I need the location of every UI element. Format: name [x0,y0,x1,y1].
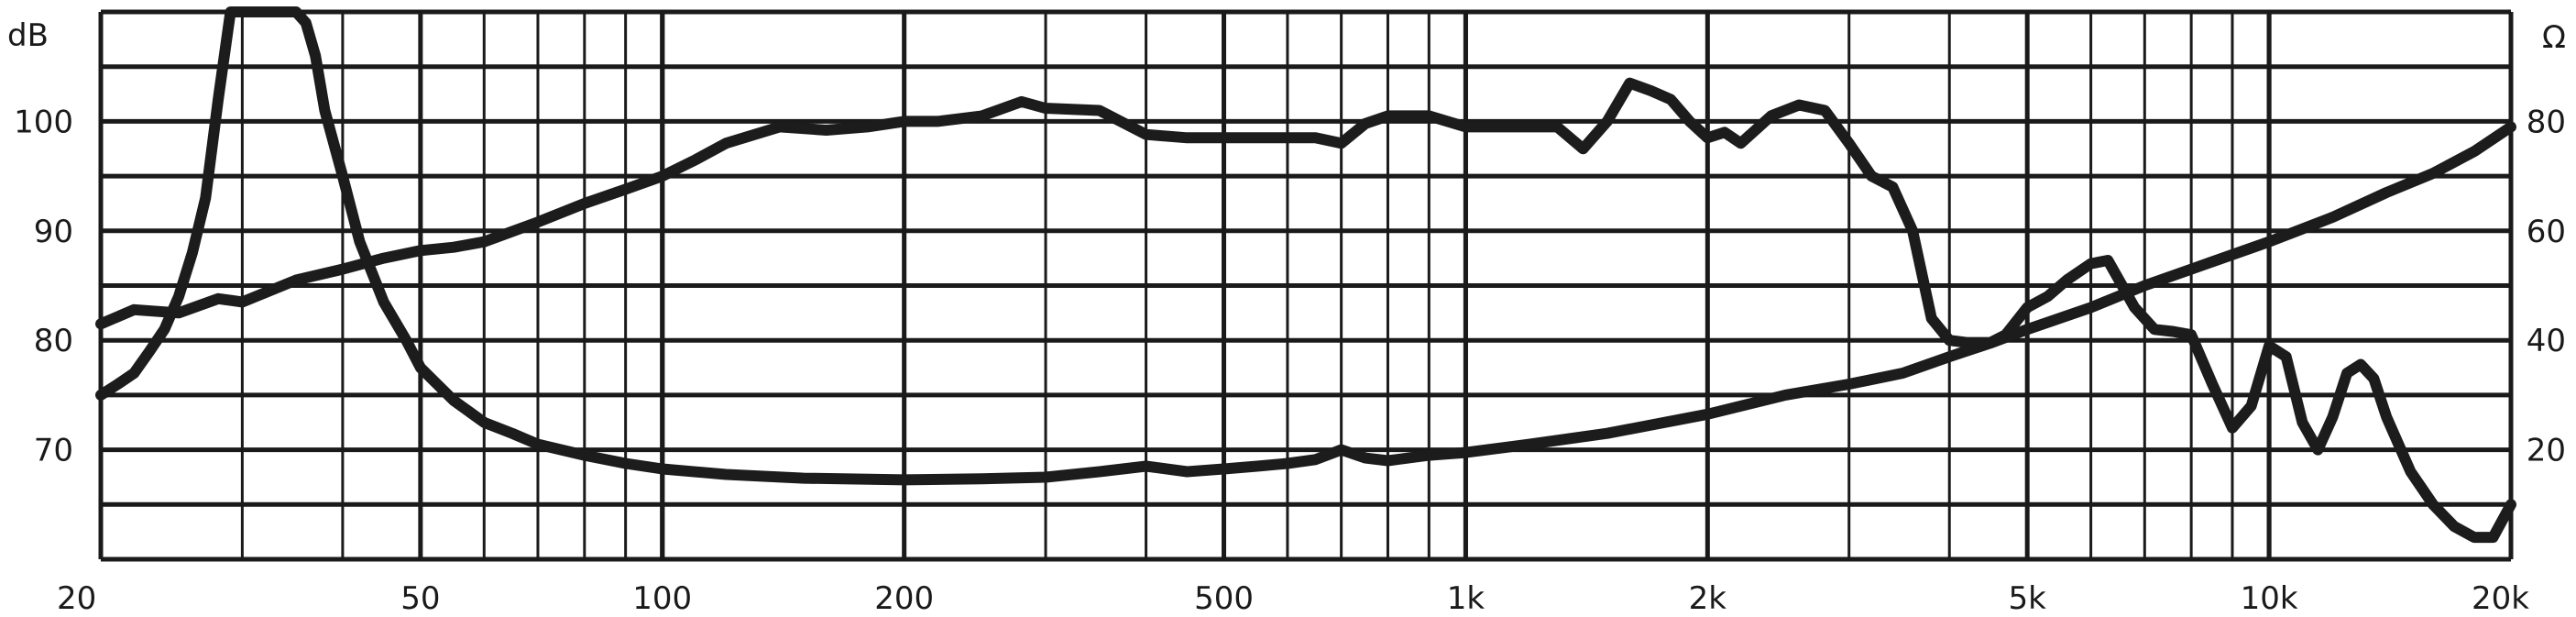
y-right-tick-label: 20 [2527,433,2566,469]
x-tick-label: 2k [1689,580,1727,617]
y-right-tick-label: 40 [2527,323,2566,359]
y-left-tick-label: 80 [34,323,73,359]
y-right-tick-label: 60 [2527,214,2566,250]
y-left-tick-label: 90 [34,214,73,250]
x-tick-label: 5k [2009,580,2047,617]
x-tick-label: 1k [1447,580,1485,617]
impedance-curve [95,6,2516,486]
grid [98,9,2514,562]
spl-curve [95,77,2516,544]
x-tick-label: 500 [1194,580,1254,617]
left-axis-unit: dB [7,17,49,54]
x-tick-label: 10k [2241,580,2298,617]
y-left-tick-label: 70 [34,433,73,469]
x-tick-label: 20 [57,580,96,617]
x-tick-label: 50 [400,580,440,617]
y-left-tick-label: 100 [14,104,73,140]
right-axis-unit: Ω [2542,19,2566,56]
labels: dB Ω 20 50 100 200 500 1k 2k 5k 10k 20k 70 80 90 100 2… [7,17,2566,617]
y-right-tick-label: 80 [2527,104,2566,140]
curves [95,6,2516,544]
x-tick-label: 20k [2472,580,2529,617]
x-tick-label: 100 [632,580,692,617]
x-tick-label: 200 [874,580,934,617]
